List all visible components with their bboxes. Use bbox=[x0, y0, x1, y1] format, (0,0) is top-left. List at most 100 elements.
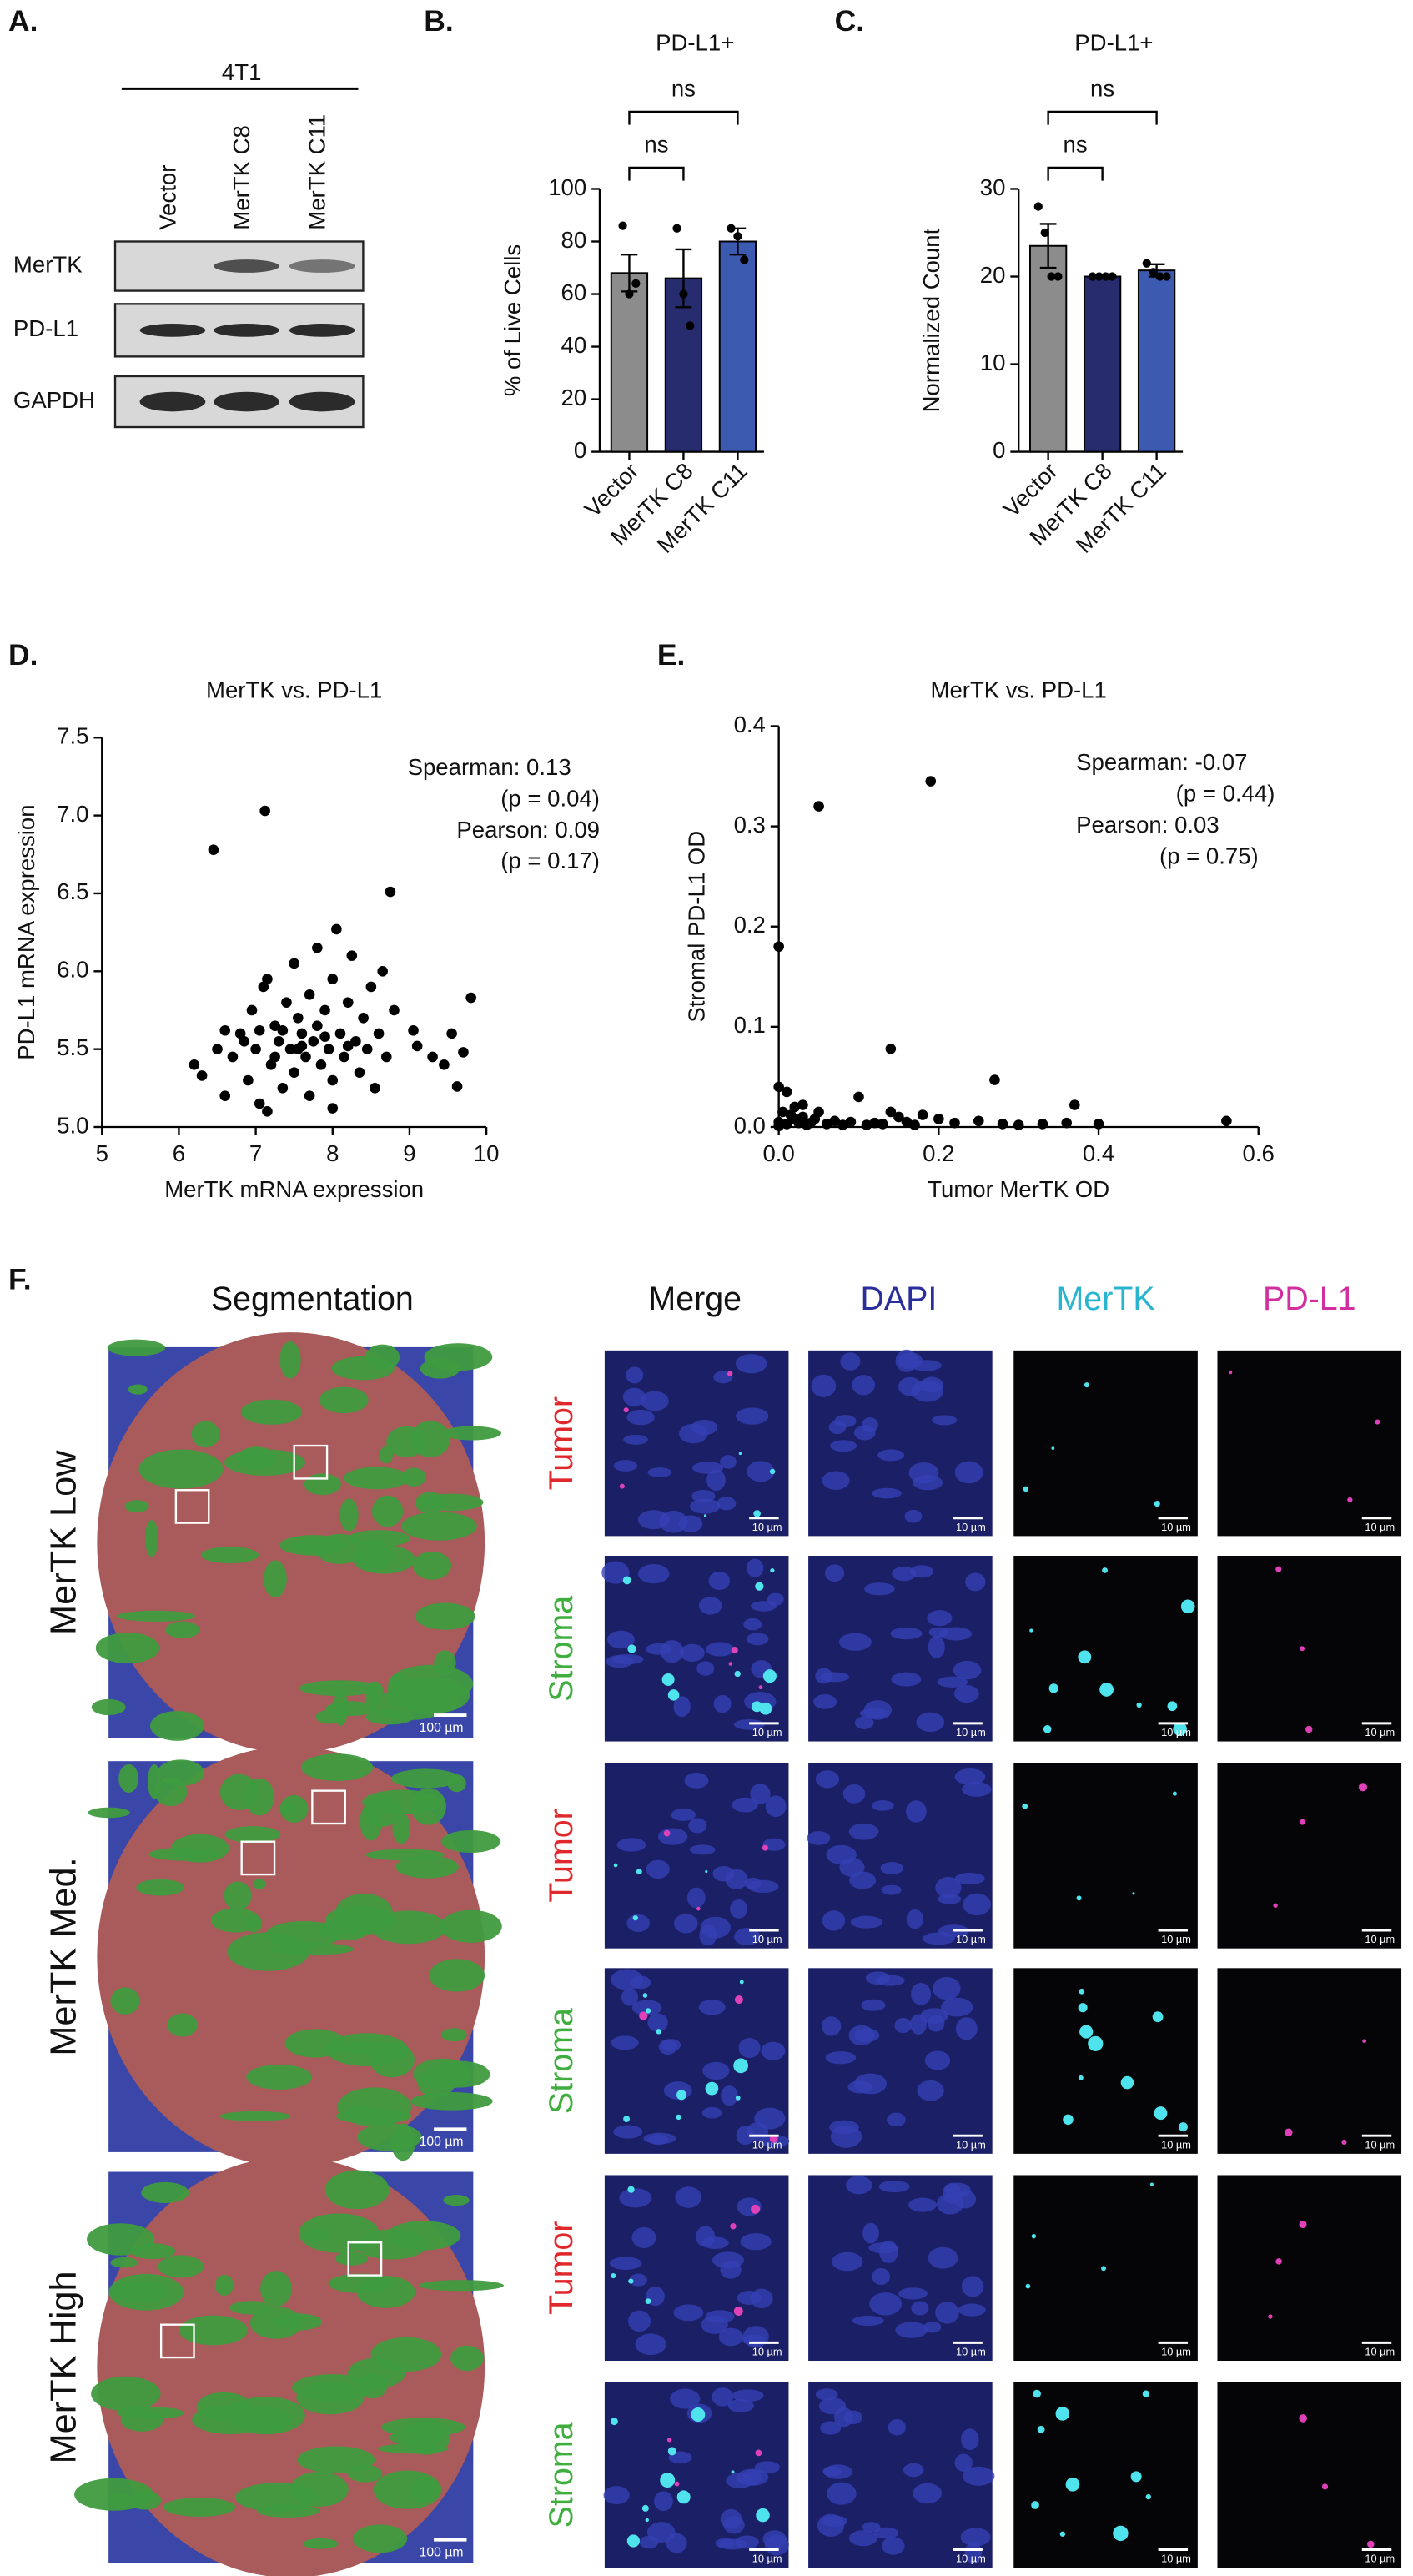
mertk-signal bbox=[1152, 2011, 1164, 2023]
nucleus bbox=[917, 2080, 944, 2101]
nucleus bbox=[868, 2241, 898, 2254]
scale-bar-label: 10 µm bbox=[1161, 2346, 1191, 2358]
x-tick-label: 6 bbox=[173, 1140, 185, 1166]
nucleus bbox=[713, 1694, 732, 1713]
stroma-region bbox=[344, 1467, 410, 1490]
data-point bbox=[327, 974, 339, 984]
nucleus bbox=[911, 1983, 932, 2005]
scale-bar-label: 10 µm bbox=[1365, 1726, 1395, 1738]
nucleus bbox=[830, 1440, 857, 1452]
pdl1-signal bbox=[1321, 2483, 1329, 2490]
micrograph bbox=[1217, 2175, 1402, 2362]
stroma-region bbox=[279, 1535, 348, 1556]
region-label: Stroma bbox=[543, 1596, 580, 1702]
data-point bbox=[829, 1115, 841, 1127]
data-point bbox=[446, 1028, 457, 1039]
nucleus bbox=[848, 2530, 877, 2547]
data-point bbox=[773, 1120, 784, 1132]
mertk-signal bbox=[1154, 2106, 1168, 2121]
data-point bbox=[877, 1119, 888, 1130]
data-point bbox=[853, 1091, 864, 1103]
nucleus bbox=[746, 1633, 769, 1646]
mertk-signal bbox=[676, 2490, 691, 2504]
micrograph bbox=[808, 1349, 993, 1537]
mertk-signal bbox=[676, 2114, 681, 2121]
stroma-region bbox=[410, 1421, 450, 1457]
y-tick-label: 5.0 bbox=[57, 1112, 88, 1138]
scale-bar-label: 100 µm bbox=[420, 2546, 464, 2560]
nucleus bbox=[746, 1558, 764, 1577]
nucleus bbox=[648, 2135, 669, 2146]
stroma-region bbox=[247, 2408, 265, 2427]
nucleus bbox=[706, 1469, 726, 1492]
data-point bbox=[1094, 272, 1104, 281]
stroma-region bbox=[110, 2257, 138, 2268]
stroma-region bbox=[110, 1987, 140, 2015]
mertk-signal bbox=[1178, 2122, 1188, 2132]
pdl1-signal bbox=[1362, 2039, 1367, 2044]
mertk-signal bbox=[755, 1582, 764, 1591]
nucleus bbox=[820, 2421, 842, 2435]
scale-bar-label: 10 µm bbox=[1365, 1933, 1395, 1945]
nucleus bbox=[961, 2276, 984, 2297]
data-point bbox=[785, 1109, 797, 1120]
y-tick-label: 80 bbox=[561, 227, 587, 253]
data-point bbox=[777, 1106, 788, 1118]
data-point bbox=[365, 981, 377, 993]
nucleus bbox=[815, 1770, 840, 1789]
mertk-signal bbox=[1099, 1683, 1114, 1697]
y-tick-label: 6.0 bbox=[57, 957, 88, 983]
mertk-signal bbox=[1132, 1892, 1135, 1895]
data-point bbox=[296, 1028, 308, 1039]
data-point bbox=[631, 279, 641, 289]
mertk-signal bbox=[1043, 1724, 1052, 1733]
pdl1-signal bbox=[1273, 1903, 1278, 1908]
data-point bbox=[258, 981, 269, 993]
nucleus bbox=[845, 2176, 872, 2195]
scale-bar-label: 10 µm bbox=[1161, 2553, 1191, 2565]
pdl1-signal bbox=[619, 1483, 625, 1489]
y-tick-label: 0.2 bbox=[734, 912, 766, 938]
y-tick-label: 7.5 bbox=[57, 723, 88, 749]
nucleus bbox=[616, 1838, 646, 1852]
stroma-region bbox=[443, 2194, 470, 2206]
mertk-signal bbox=[667, 1689, 680, 1701]
data-point bbox=[354, 1067, 365, 1078]
y-tick-label: 5.5 bbox=[57, 1034, 88, 1060]
stroma-region bbox=[74, 2478, 153, 2511]
micrograph bbox=[808, 2175, 993, 2362]
blot-band bbox=[139, 391, 206, 412]
chart-title: PD-L1+ bbox=[1074, 29, 1153, 55]
nucleus bbox=[825, 2051, 857, 2065]
nucleus bbox=[928, 2246, 958, 2269]
mertk-signal bbox=[1120, 2075, 1134, 2090]
nucleus bbox=[807, 1831, 831, 1845]
chart-title: MerTK vs. PD-L1 bbox=[206, 677, 382, 702]
stroma-region bbox=[299, 1680, 380, 1697]
nucleus bbox=[852, 1375, 876, 1396]
data-point bbox=[292, 1013, 304, 1024]
nucleus bbox=[818, 2397, 847, 2415]
region-label: Tumor bbox=[543, 1396, 580, 1490]
data-point bbox=[789, 1101, 801, 1113]
mertk-signal bbox=[1031, 2501, 1039, 2509]
nucleus bbox=[927, 1610, 953, 1627]
y-axis-label: % of Live Cells bbox=[500, 244, 525, 396]
micrograph bbox=[604, 1968, 790, 2154]
mertk-signal bbox=[770, 1568, 775, 1573]
nucleus bbox=[626, 1409, 655, 1426]
data-point bbox=[411, 1040, 423, 1052]
y-axis-label: Normalized Count bbox=[918, 228, 944, 412]
stroma-region bbox=[219, 1774, 259, 1810]
nucleus bbox=[827, 2482, 857, 2505]
mertk-signal bbox=[645, 2008, 651, 2014]
data-point bbox=[234, 1028, 246, 1039]
nucleus bbox=[628, 2310, 651, 2332]
stroma-region bbox=[369, 1690, 449, 1720]
x-tick-label: 0.2 bbox=[923, 1140, 954, 1166]
data-point bbox=[1053, 272, 1063, 281]
mertk-signal bbox=[762, 1669, 777, 1683]
nucleus bbox=[953, 2190, 977, 2209]
mertk-signal bbox=[1173, 1722, 1187, 1737]
nucleus bbox=[621, 1988, 639, 2006]
